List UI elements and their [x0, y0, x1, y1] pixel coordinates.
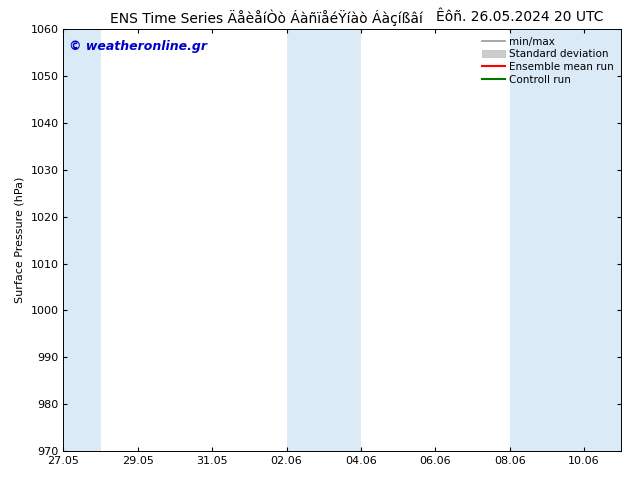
Text: © weatheronline.gr: © weatheronline.gr: [69, 40, 207, 53]
Text: ENS Time Series ÄåèåíÒò ÁàñïåéŸíàò Áàçíßâí: ENS Time Series ÄåèåíÒò ÁàñïåéŸíàò Áàçíß…: [110, 10, 423, 26]
Bar: [510, 29, 621, 451]
Y-axis label: Surface Pressure (hPa): Surface Pressure (hPa): [15, 177, 25, 303]
Bar: [63, 29, 101, 451]
Bar: [287, 29, 361, 451]
Text: Êôñ. 26.05.2024 20 UTC: Êôñ. 26.05.2024 20 UTC: [436, 10, 604, 24]
Legend: min/max, Standard deviation, Ensemble mean run, Controll run: min/max, Standard deviation, Ensemble me…: [480, 35, 616, 87]
